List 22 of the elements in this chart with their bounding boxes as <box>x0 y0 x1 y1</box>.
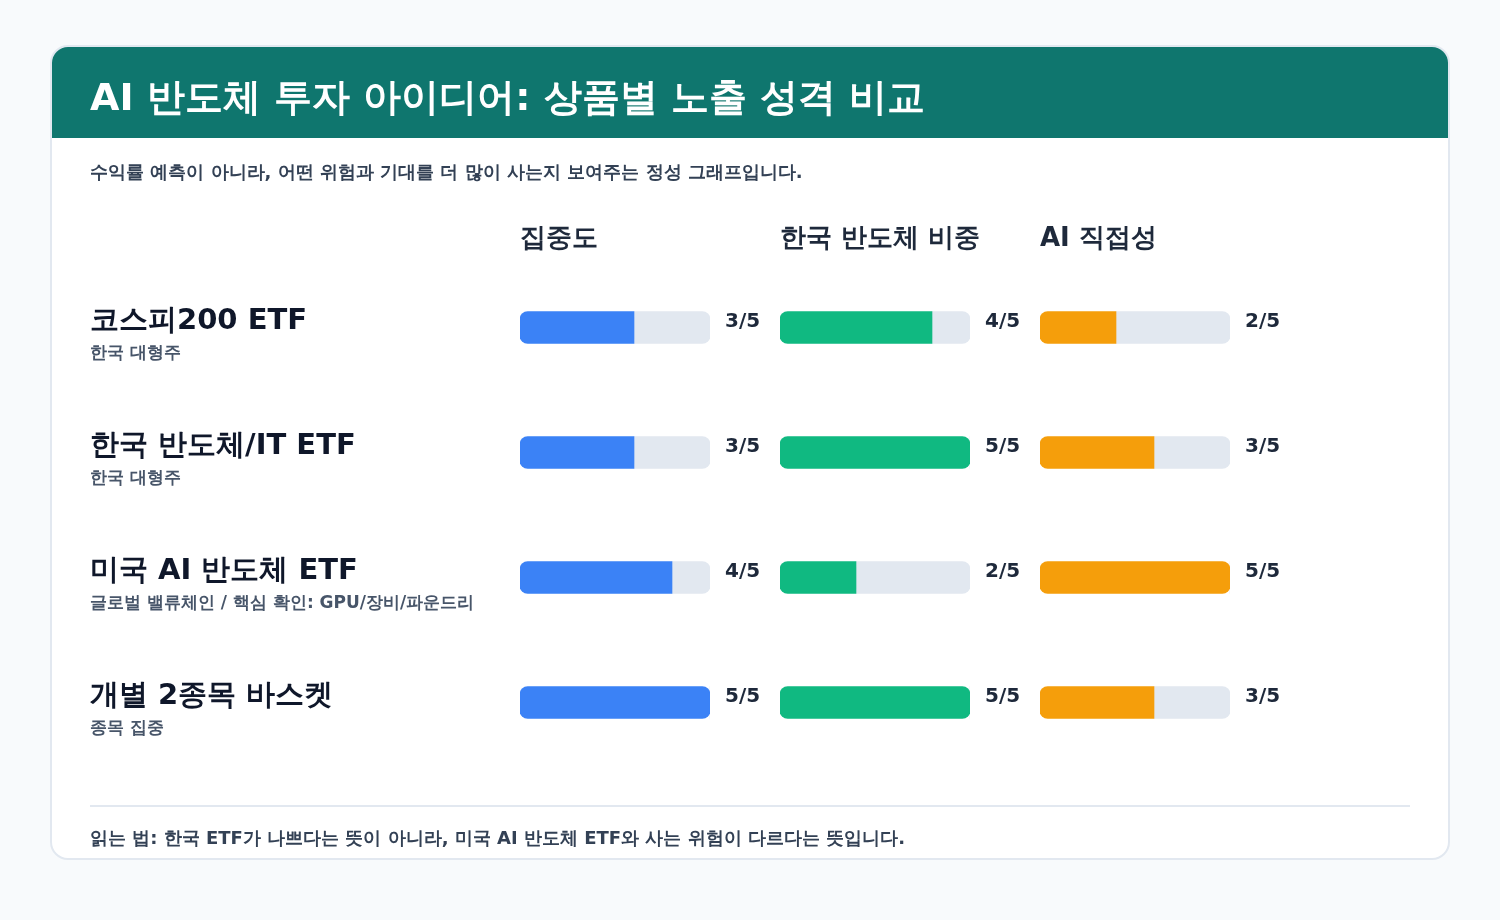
text: AI 직접성 <box>1040 221 1157 254</box>
chart-title: AI 반도체 투자 아이디어: 상품별 노출 성격 비교 <box>90 74 926 121</box>
data-label: 3/5 <box>725 307 761 332</box>
y-tick-label: 코스피200 ETF 한국 대형주 <box>90 301 308 364</box>
y-tick-label: 개별 2종목 바스켓 종목 집중 <box>90 676 334 739</box>
data-label: 2/5 <box>1245 307 1281 332</box>
data-label: 5/5 <box>985 682 1021 707</box>
data-label: 5/5 <box>1245 557 1281 582</box>
data-label: 3/5 <box>1245 682 1281 707</box>
data-label: 4/5 <box>985 307 1021 332</box>
text: 읽는 법: 한국 ETF가 나쁘다는 뜻이 아니라, 미국 AI 반도체 ETF와 사는 위험이 다르다는 뜻입니다. <box>90 826 905 850</box>
data-label: 5/5 <box>985 432 1021 457</box>
text: 집중도 <box>520 221 598 254</box>
chart-subtitle: 수익률 예측이 아니라, 어떤 위험과 기대를 더 많이 사는지 보여주는 정성 그래프입니다. <box>90 160 803 184</box>
data-label: 3/5 <box>725 432 761 457</box>
text: 한국 반도체 비중 <box>780 221 981 254</box>
data-label: 4/5 <box>725 557 761 582</box>
data-label: 2/5 <box>985 557 1021 582</box>
data-label: 5/5 <box>725 682 761 707</box>
y-tick-label: 한국 반도체/IT ETF 한국 대형주 <box>90 426 356 489</box>
data-label: 3/5 <box>1245 432 1281 457</box>
y-tick-label: 미국 AI 반도체 ETF 글로벌 밸류체인 / 핵심 확인: GPU/장비/파운드리 <box>90 551 475 614</box>
